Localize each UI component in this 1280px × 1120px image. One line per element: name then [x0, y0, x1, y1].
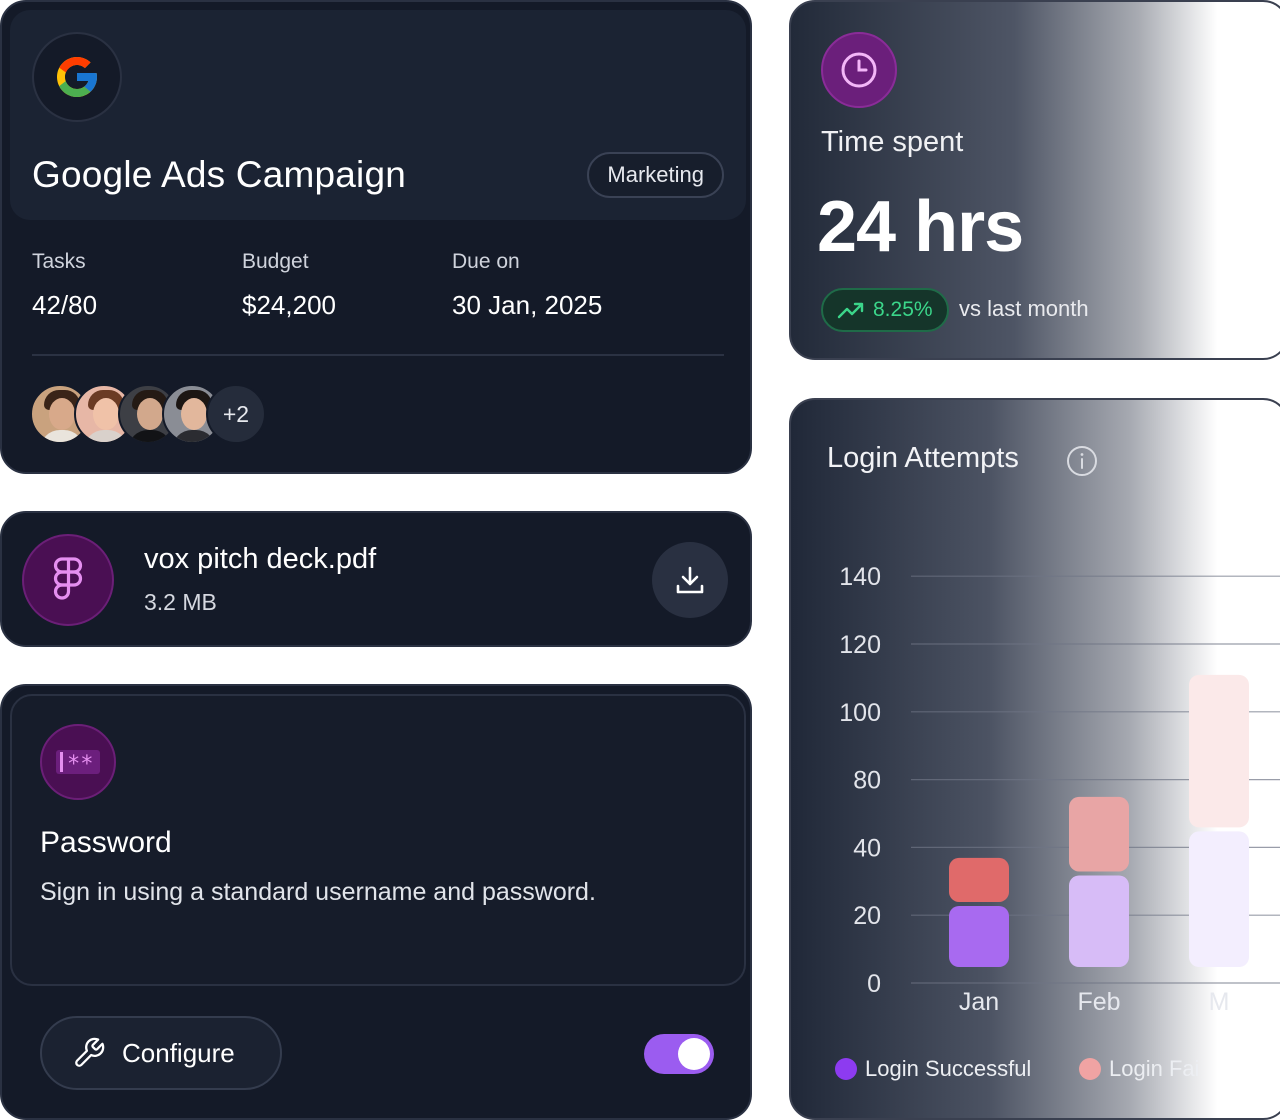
- configure-button[interactable]: Configure: [40, 1016, 282, 1090]
- bar-login-successful[interactable]: [949, 905, 1009, 967]
- legend-swatch: [1079, 1058, 1101, 1080]
- file-size: 3.2 MB: [144, 589, 217, 615]
- budget-value: $24,200: [242, 290, 336, 320]
- tasks-stat: Tasks 42/80: [32, 250, 97, 321]
- x-tick-label: Feb: [1077, 988, 1120, 1016]
- budget-label: Budget: [242, 250, 309, 273]
- configure-label: Configure: [122, 1037, 235, 1068]
- download-icon: [676, 566, 704, 594]
- time-value: 24 hrs: [817, 187, 1024, 267]
- bar-login-failed[interactable]: [1189, 674, 1249, 828]
- x-tick-label: Jan: [959, 988, 999, 1016]
- info-icon[interactable]: [1065, 444, 1099, 478]
- legend-failed: Login Fai: [1079, 1056, 1200, 1082]
- campaign-card: Google Ads Campaign Marketing Tasks 42/8…: [0, 0, 752, 474]
- campaign-header: Google Ads Campaign Marketing: [10, 10, 746, 220]
- bar-login-successful[interactable]: [1069, 875, 1129, 967]
- divider: [32, 354, 724, 356]
- y-tick-label: 20: [853, 902, 881, 930]
- time-spent-card: Time spent 24 hrs 8.25% vs last month: [789, 0, 1280, 360]
- file-name: vox pitch deck.pdf: [144, 543, 377, 575]
- change-badge: 8.25%: [821, 288, 949, 332]
- login-attempts-chart: 0 20 40 80 100 120 140 Jan Feb M: [839, 563, 1280, 1016]
- file-card: vox pitch deck.pdf 3.2 MB: [0, 511, 752, 647]
- password-description: Sign in using a standard username and pa…: [40, 878, 596, 906]
- password-toggle[interactable]: [644, 1034, 714, 1074]
- y-tick-label: 100: [839, 699, 881, 727]
- category-tag[interactable]: Marketing: [587, 152, 724, 198]
- bar-login-failed[interactable]: [1069, 796, 1129, 872]
- password-card: ** Password Sign in using a standard use…: [0, 684, 752, 1120]
- budget-stat: Budget $24,200: [242, 250, 336, 321]
- change-value: 8.25%: [873, 298, 933, 321]
- tasks-value: 42/80: [32, 290, 98, 320]
- avatar[interactable]: [162, 384, 222, 444]
- chart-title: Login Attempts: [827, 442, 1019, 474]
- password-panel: ** Password Sign in using a standard use…: [10, 694, 746, 986]
- login-attempts-card: Login Attempts 0 20 40 80 100 120 140 Jan Feb M L…: [789, 398, 1280, 1120]
- google-logo-icon: [32, 32, 122, 122]
- x-tick-label: M: [1209, 988, 1230, 1016]
- campaign-title: Google Ads Campaign: [32, 154, 407, 195]
- password-title: Password: [40, 826, 172, 859]
- legend-successful: Login Successful: [835, 1056, 1031, 1082]
- avatar[interactable]: [118, 384, 178, 444]
- comparison-text: vs last month: [959, 296, 1089, 321]
- legend-label: Login Fai: [1109, 1056, 1200, 1081]
- y-tick-label: 0: [867, 970, 881, 998]
- due-value: 30 Jan, 2025: [452, 290, 603, 320]
- svg-text:**: **: [67, 752, 94, 777]
- password-field-icon: **: [40, 724, 116, 800]
- legend-swatch: [835, 1058, 857, 1080]
- due-label: Due on: [452, 250, 520, 273]
- wrench-icon: [75, 1037, 105, 1067]
- y-tick-label: 120: [839, 631, 881, 659]
- download-button[interactable]: [652, 542, 728, 618]
- member-avatars[interactable]: +2: [30, 384, 266, 444]
- figma-icon: [22, 534, 114, 626]
- y-tick-label: 40: [853, 834, 881, 862]
- tasks-label: Tasks: [32, 250, 86, 273]
- clock-icon: [821, 32, 897, 108]
- due-stat: Due on 30 Jan, 2025: [452, 250, 602, 321]
- bar-login-failed[interactable]: [949, 857, 1009, 902]
- toggle-knob: [678, 1038, 710, 1070]
- y-tick-label: 80: [853, 767, 881, 795]
- more-members-badge[interactable]: +2: [206, 384, 266, 444]
- y-tick-label: 140: [839, 563, 881, 591]
- time-label: Time spent: [821, 126, 964, 158]
- bar-login-successful[interactable]: [1189, 831, 1249, 967]
- legend-label: Login Successful: [865, 1056, 1032, 1081]
- trending-up-icon: [837, 302, 864, 319]
